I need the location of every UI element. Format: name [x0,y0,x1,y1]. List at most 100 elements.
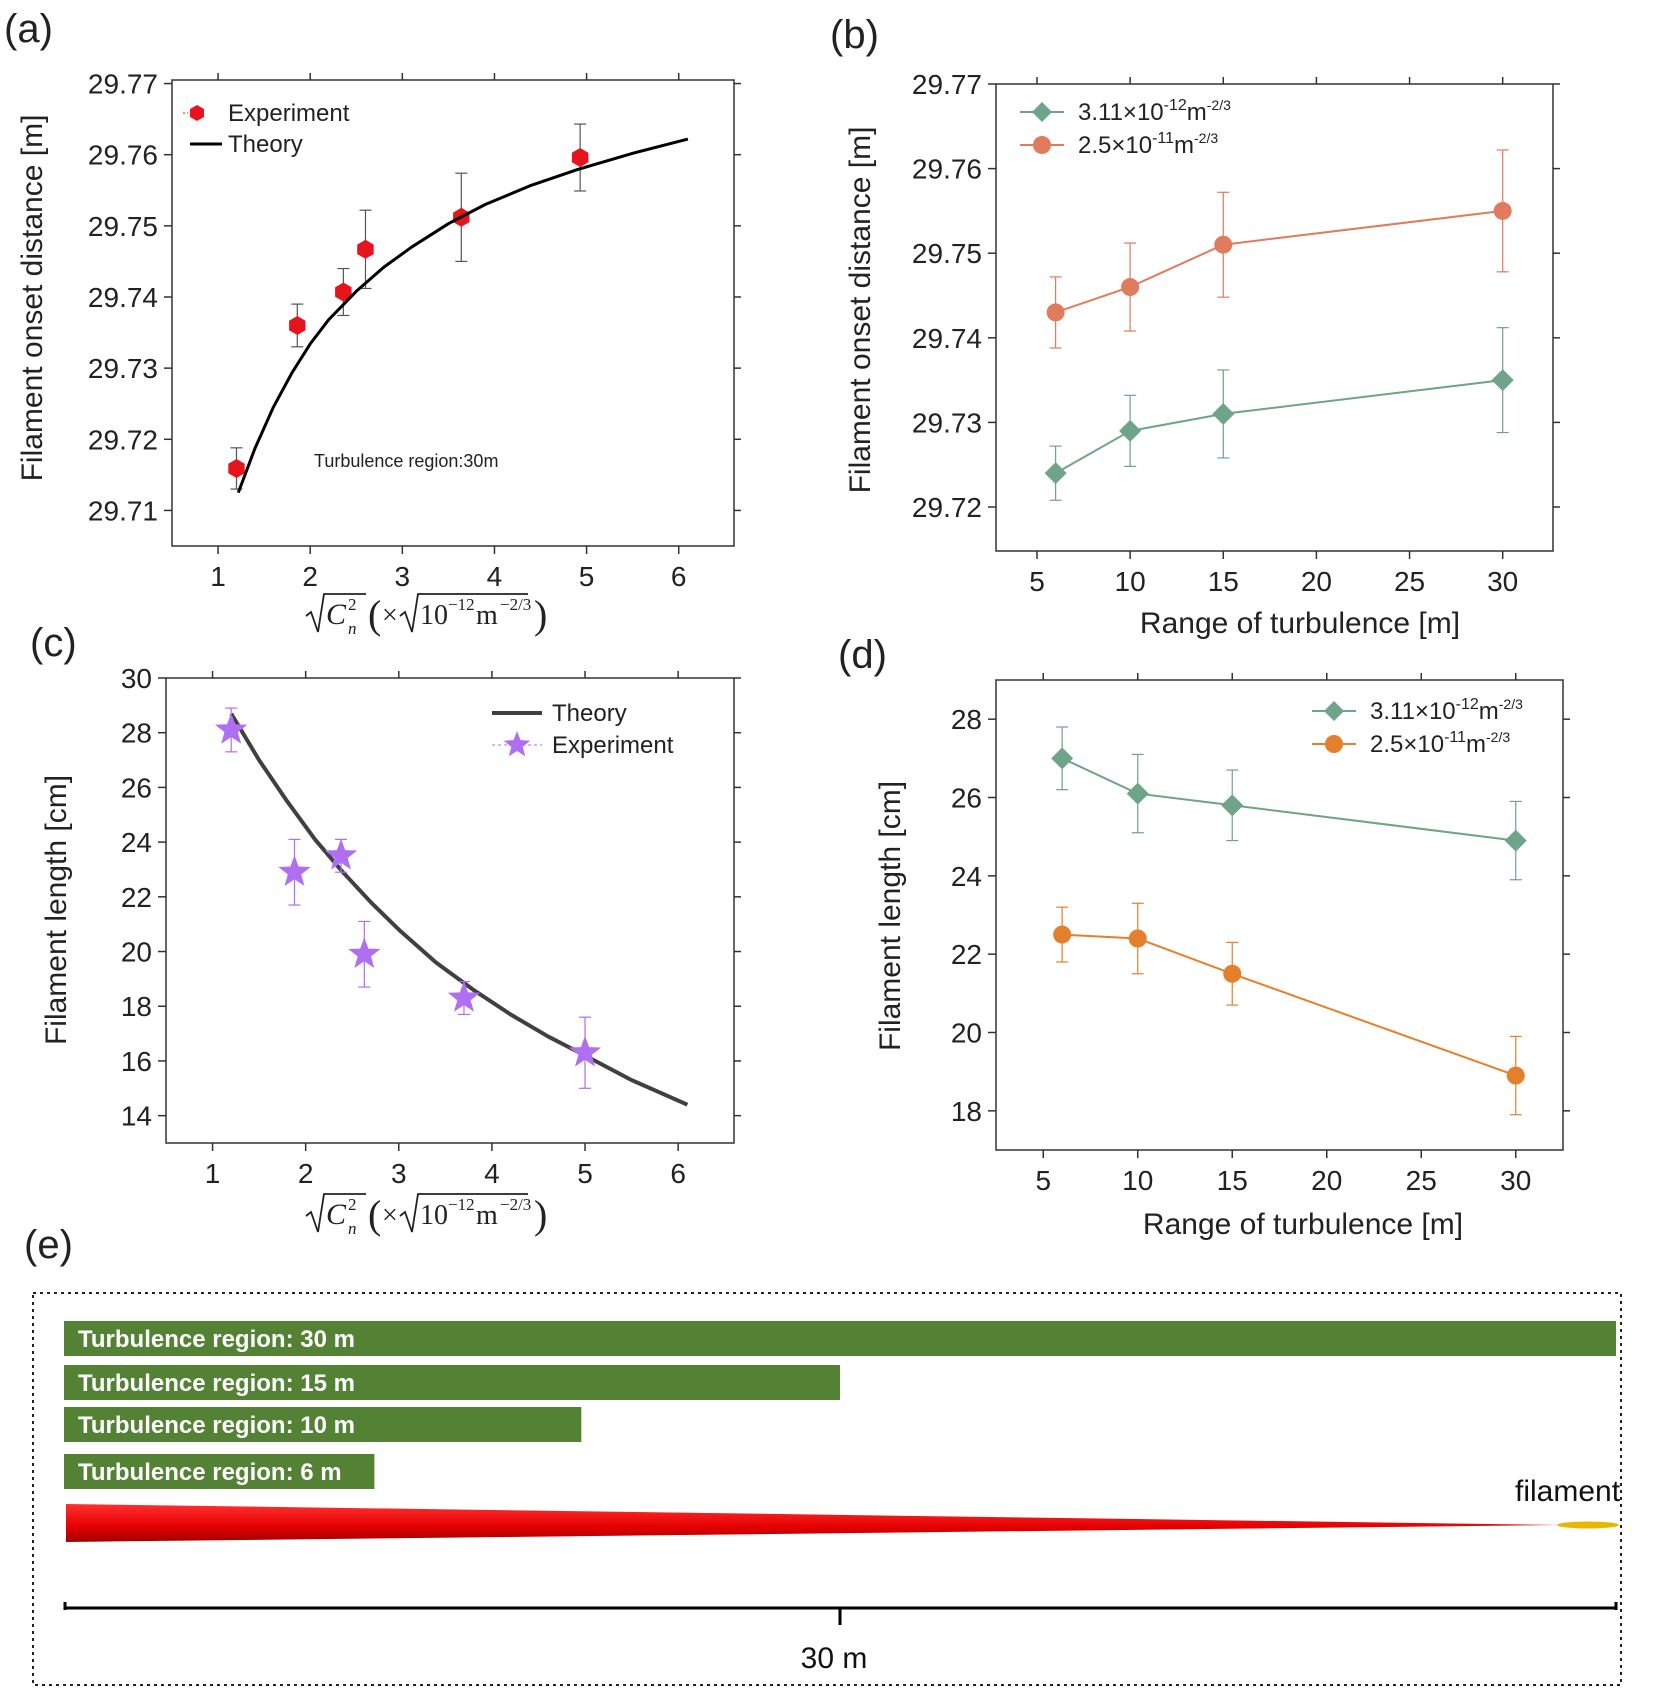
legend-d-series2-label: 2.5×10-11m-2/3 [1370,729,1510,758]
data-point [1221,794,1244,817]
legend-b-series2-marker [1033,136,1051,154]
data-point [1119,419,1142,442]
series-line [1055,209,1503,314]
unit-exponent: −2/3 [500,595,531,614]
panel-c: (c) 1 2 3 4 5 6 14 16 18 20 22 24 26 28 30 Filament le… [30,621,741,1238]
x-tick-label: 6 [671,561,687,592]
unit-exponent: −2/3 [500,1195,531,1214]
turbulence-bar-label: Turbulence region: 30 m [78,1326,355,1353]
y-tick-label: 29.74 [88,282,158,313]
ten: 10 [420,1200,448,1231]
panel-b-ylabel: Filament onset distance [m] [844,127,877,494]
data-point [1493,201,1512,220]
panel-c-xlabel: C 2 n (× 10 −12 m −2/3) [305,1192,547,1238]
cn-symbol: C [326,598,347,631]
x-tick-label: 5 [1035,1165,1051,1196]
left-paren: ( [368,1192,381,1237]
panel-a-legend: Experiment Theory [183,100,350,158]
y-tick-label: 29.73 [88,353,158,384]
x-tick-label: 6 [670,1158,686,1189]
data-point [1044,462,1067,485]
y-tick-label: 29.77 [88,69,158,100]
turbulence-bar [64,1407,582,1442]
data-point [1212,402,1235,425]
data-point [1504,829,1527,852]
data-point [278,855,311,886]
series-line [1062,933,1517,1077]
laser-beam [66,1504,1560,1542]
cn-symbol: C [326,1198,347,1231]
x-tick-label: 25 [1394,566,1425,597]
panel-a-annotation: Turbulence region:30m [314,451,498,471]
data-point [335,282,352,302]
filament-label: filament [1515,1475,1621,1508]
y-tick-label: 29.76 [88,140,158,171]
y-tick-label: 22 [951,939,982,970]
data-point [571,148,589,167]
series-line [1055,379,1503,475]
x-tick-label: 30 [1500,1165,1531,1196]
x-tick-label: 1 [210,561,226,592]
data-point [1053,925,1072,944]
panel-a-xlabel: C 2 n (× 10 −12 m −2/3) [305,592,547,638]
x-tick-label: 4 [487,561,503,592]
x-tick-label: 2 [298,1158,314,1189]
data-point [1126,782,1149,805]
ten-exponent: −12 [448,1195,475,1214]
x-tick-label: 20 [1311,1165,1342,1196]
x-tick-label: 20 [1301,566,1332,597]
data-point [1214,235,1233,254]
data-point [1121,278,1140,297]
panel-a-frame [171,79,735,547]
data-point [1491,369,1514,392]
series-line [1061,757,1516,842]
y-tick-label: 22 [121,882,152,913]
x-tick-label: 3 [391,1158,407,1189]
theory-curve [229,712,689,1107]
panel-d-frame [995,679,1564,1151]
panel-b-xlabel: Range of turbulence [m] [1140,607,1460,640]
panel-a-ylabel: Filament onset distance [m] [16,115,49,482]
turbulence-bar [64,1365,840,1400]
y-tick-label: 28 [951,704,982,735]
legend-d-series1-marker [1324,701,1344,721]
x-tick-label: 25 [1406,1165,1437,1196]
theory-curve [236,137,689,494]
x-tick-label: 5 [577,1158,593,1189]
panel-b-axes: 5 10 15 20 25 30 29.72 29.73 29.74 29.75 29.76 29.7… [912,69,1560,597]
y-tick-label: 28 [121,718,152,749]
turbulence-bar-label: Turbulence region: 10 m [78,1412,355,1439]
legend-c-experiment-marker [503,731,531,757]
unit: m [476,600,498,631]
ten: 10 [420,600,448,631]
panel-label-d: (d) [838,633,887,677]
cn-subscript: n [348,1219,357,1238]
x-tick-label: 15 [1217,1165,1248,1196]
panel-label-b: (b) [830,13,879,57]
x-tick-label: 10 [1122,1165,1153,1196]
data-point [289,316,306,335]
x-tick-label: 5 [579,561,595,592]
legend-c-experiment-label: Experiment [552,732,674,759]
turbulence-bar [64,1454,375,1489]
turbulence-bar-label: Turbulence region: 6 m [78,1459,342,1486]
y-tick-label: 26 [121,772,152,803]
panel-c-frame [165,677,735,1144]
turbulence-bar [64,1321,1616,1356]
panel-c-axes: 1 2 3 4 5 6 14 16 18 20 22 24 26 28 30 [121,663,741,1189]
panel-a: (a) 1 2 3 4 5 6 29.71 29.72 29.73 29.74 29.75 29.76… [4,7,741,638]
turbulence-bar-label: Turbulence region: 15 m [78,1370,355,1397]
panel-c-marks [215,707,689,1107]
y-tick-label: 29.75 [88,211,158,242]
y-tick-label: 24 [951,861,982,892]
y-tick-label: 26 [951,783,982,814]
unit: m [476,1200,498,1231]
y-tick-label: 20 [121,937,152,968]
ten-exponent: −12 [448,595,475,614]
panel-b-frame [995,83,1554,552]
right-paren: ) [534,1192,547,1237]
data-point [215,713,248,744]
panel-label-c: (c) [30,621,77,665]
panel-d-xlabel: Range of turbulence [m] [1143,1208,1463,1241]
